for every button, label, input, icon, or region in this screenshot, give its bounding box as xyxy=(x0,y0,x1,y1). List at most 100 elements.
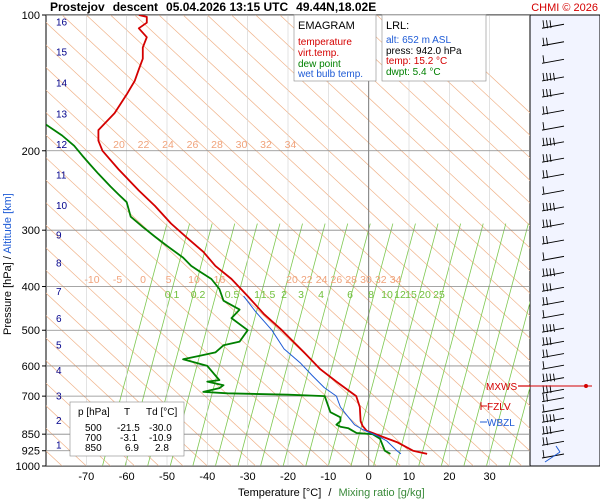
y-tick-label: 200 xyxy=(22,146,40,158)
mixing-ratio-label: 15 xyxy=(405,289,417,301)
altitude-label: 5 xyxy=(56,340,62,351)
dry-adiabat xyxy=(46,44,498,466)
lrl-box: LRL: alt: 652 m ASL press: 942.0 hPa tem… xyxy=(381,14,487,82)
dry-adiabat-label: -10 xyxy=(84,274,99,286)
mixing-ratio-label: 3 xyxy=(298,289,304,301)
mixing-ratio-label: 10 xyxy=(381,289,393,301)
altitude-label: 1 xyxy=(56,440,62,451)
y-tick-label: 400 xyxy=(22,282,40,294)
dry-adiabat xyxy=(255,15,530,272)
mixing-ratio-line xyxy=(440,223,507,466)
x-tick-label: -60 xyxy=(119,471,135,483)
mixing-ratio-line xyxy=(463,223,529,466)
wind-barb xyxy=(541,310,565,319)
y-tick-label: 100 xyxy=(22,10,40,22)
dry-adiabat-label: 26 xyxy=(187,139,199,151)
x-tick-label: 10 xyxy=(403,471,415,483)
wind-barb xyxy=(541,437,565,446)
dry-adiabat xyxy=(134,15,530,384)
table-cell: 850 xyxy=(85,443,102,454)
marker-wbzl: WBZL xyxy=(487,418,515,429)
x-tick-label: -30 xyxy=(240,471,256,483)
table-cell: -21.5 xyxy=(117,423,140,434)
table-cell: -10.9 xyxy=(149,433,172,444)
mixing-ratio-label: 1 xyxy=(254,289,260,301)
copyright: CHMI © 2026 xyxy=(531,2,598,14)
dry-adiabat-label: -5 xyxy=(113,274,122,286)
lrl-temp: temp: 15.2 °C xyxy=(386,56,447,67)
wind-barb xyxy=(541,337,565,346)
dry-adiabat xyxy=(46,270,256,466)
chart-title: Prostejov descent 05.04.2026 13:15 UTC 49.4… xyxy=(50,0,376,14)
wind-barb xyxy=(541,72,565,82)
y-tick-label: 700 xyxy=(22,391,40,403)
wind-barb xyxy=(541,154,565,163)
dry-adiabat-label: 24 xyxy=(316,274,328,286)
altitude-label: 2 xyxy=(56,416,62,427)
mixing-ratio-label: 0.1 xyxy=(165,289,180,301)
mixing-ratio-line xyxy=(237,223,303,466)
dry-adiabat xyxy=(279,15,530,249)
dry-adiabat xyxy=(46,247,281,466)
y-tick-label: 600 xyxy=(22,361,40,373)
mixing-ratio-line xyxy=(395,223,462,466)
x-tick-label: -70 xyxy=(78,471,94,483)
level-markers: MXWS FZLV WBZL xyxy=(480,382,592,429)
mixing-ratio-line xyxy=(373,223,439,466)
dry-adiabat xyxy=(46,179,353,466)
dry-adiabat xyxy=(376,15,530,159)
table-cell: 700 xyxy=(85,433,102,444)
dry-adiabat xyxy=(46,112,426,466)
dry-adiabat xyxy=(303,15,530,226)
dry-adiabat xyxy=(46,382,135,466)
y-tick-label: 500 xyxy=(22,325,40,337)
wind-barb xyxy=(541,106,565,115)
wind-barb-column xyxy=(529,14,600,467)
wind-barb xyxy=(541,297,565,306)
wind-barb xyxy=(541,170,565,179)
table-header-t: T xyxy=(124,407,130,418)
x-tick-label: 30 xyxy=(484,471,496,483)
dry-adiabat xyxy=(46,67,474,466)
wind-barb xyxy=(541,235,565,245)
table-header-p: p [hPa] xyxy=(78,407,110,418)
series-line-wet-bulb-temp- xyxy=(243,295,402,455)
mixing-ratio-line xyxy=(282,223,349,466)
mixing-ratio-line xyxy=(418,223,484,466)
wind-barb xyxy=(541,393,565,403)
wind-barb xyxy=(541,55,565,64)
y-tick-label: 925 xyxy=(22,446,40,458)
mixing-ratio-line xyxy=(486,300,530,466)
altitude-label: 13 xyxy=(56,109,68,120)
y-tick-label: 850 xyxy=(22,429,40,441)
dry-adiabat-label: 32 xyxy=(260,139,272,151)
table-cell: -30.0 xyxy=(149,423,172,434)
table-cell: 500 xyxy=(85,423,102,434)
altitude-label: 3 xyxy=(56,391,62,402)
altitude-label: 16 xyxy=(56,18,68,29)
altitude-label: 8 xyxy=(56,259,62,270)
mixing-ratio-label: 1.5 xyxy=(261,289,276,301)
dry-adiabat xyxy=(46,292,232,466)
wind-barb xyxy=(541,449,565,459)
series-line-dew-point xyxy=(46,123,391,455)
mixing-ratio-label: 0.5 xyxy=(225,289,240,301)
wind-barb xyxy=(541,324,565,333)
x-tick-label: -50 xyxy=(159,471,175,483)
wind-barb xyxy=(541,202,565,212)
marker-fzlv: FZLV xyxy=(487,402,511,413)
dry-adiabat-label: 22 xyxy=(301,274,313,286)
mixing-ratio-label: 6 xyxy=(347,289,353,301)
wind-barb xyxy=(541,88,565,98)
wind-barb xyxy=(541,137,565,147)
dry-adiabat xyxy=(352,15,530,181)
mixing-ratio-label: 20 xyxy=(419,289,431,301)
dry-adiabat xyxy=(231,15,530,294)
altitude-label: 12 xyxy=(56,140,68,151)
x-tick-label: 20 xyxy=(443,471,455,483)
dry-adiabat xyxy=(46,224,305,466)
wind-barb xyxy=(541,20,565,29)
dry-adiabat-label: 16 xyxy=(214,274,226,286)
x-tick-label: -20 xyxy=(280,471,296,483)
dry-adiabat-label: 22 xyxy=(138,139,150,151)
